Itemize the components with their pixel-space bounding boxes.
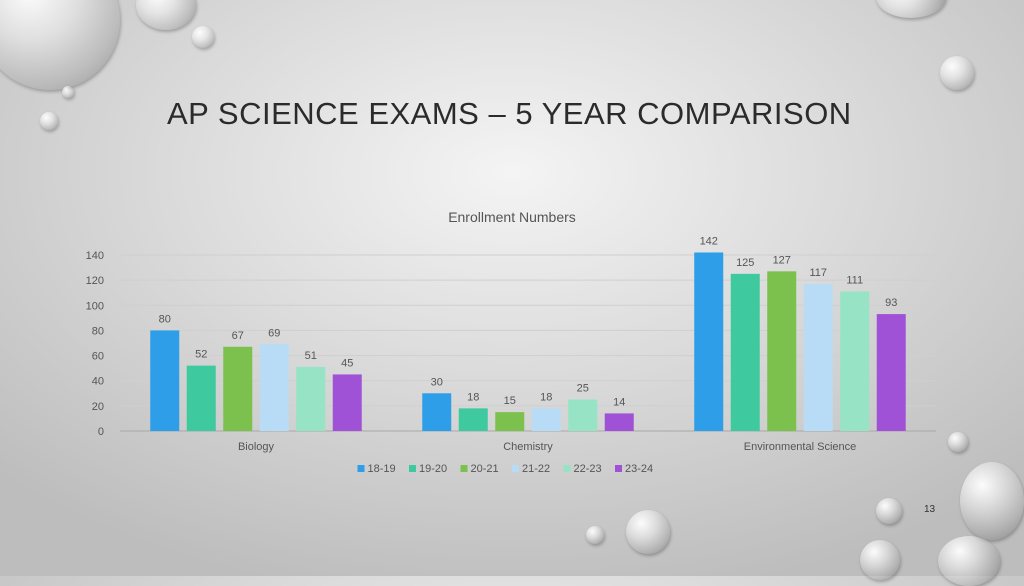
- bar: [568, 399, 598, 431]
- bar: [840, 291, 870, 431]
- bar: [458, 408, 488, 431]
- data-label: 51: [305, 350, 317, 362]
- legend-label: 20-21: [471, 463, 499, 475]
- chart-title: Enrollment Numbers: [448, 209, 576, 225]
- bar: [604, 413, 634, 431]
- data-label: 45: [341, 357, 353, 369]
- legend-swatch: [563, 465, 571, 472]
- bar: [495, 412, 525, 431]
- water-drop-decoration: [40, 112, 58, 130]
- data-label: 80: [159, 313, 171, 325]
- bar: [150, 330, 180, 431]
- legend-label: 18-19: [368, 463, 396, 475]
- x-axis: Biology Chemistry Environmental Science: [238, 441, 856, 453]
- y-tick-label: 140: [86, 250, 104, 262]
- legend-swatch: [409, 465, 416, 472]
- x-category-label: Environmental Science: [744, 441, 857, 453]
- water-drop-decoration: [876, 498, 902, 524]
- data-label: 127: [773, 254, 791, 266]
- bar: [422, 393, 452, 431]
- bar: [332, 374, 362, 431]
- data-label: 18: [540, 391, 552, 403]
- data-label: 14: [613, 396, 625, 408]
- data-label: 142: [700, 235, 718, 247]
- gridlines: [120, 254, 936, 432]
- water-drop-decoration: [192, 26, 214, 48]
- water-drop-decoration: [62, 86, 74, 98]
- bar: [694, 252, 724, 431]
- data-label: 111: [846, 274, 863, 286]
- bar: [186, 365, 216, 431]
- data-label: 125: [736, 257, 754, 269]
- water-drop-decoration: [960, 462, 1024, 540]
- water-drop-decoration: [876, 0, 946, 18]
- bar: [296, 366, 326, 431]
- y-tick-label: 60: [92, 351, 104, 363]
- y-tick-label: 40: [92, 376, 104, 388]
- data-label: 18: [467, 391, 479, 403]
- legend-swatch: [512, 465, 519, 472]
- y-tick-label: 100: [86, 300, 104, 312]
- legend-label: 23-24: [625, 463, 653, 475]
- data-label: 69: [268, 327, 280, 339]
- water-drop-decoration: [626, 510, 670, 554]
- data-label: 67: [232, 330, 244, 342]
- bar: [259, 344, 289, 431]
- bar: [803, 283, 833, 431]
- data-labels: 80 52 67 69 51 45 30 18 15 18 25 14 142 125 127 117 111 9…: [159, 235, 898, 408]
- bar: [876, 314, 906, 431]
- water-drop-decoration: [860, 540, 900, 580]
- x-category-label: Chemistry: [503, 441, 553, 453]
- legend-swatch: [460, 465, 468, 472]
- y-tick-label: 0: [98, 426, 104, 438]
- bar: [730, 273, 760, 431]
- data-label: 93: [885, 297, 897, 309]
- bar-series: [150, 252, 906, 431]
- y-tick-label: 20: [92, 401, 104, 413]
- bar: [767, 271, 797, 431]
- bar: [223, 346, 253, 431]
- legend-label: 21-22: [522, 463, 550, 475]
- y-tick-label: 120: [86, 275, 104, 287]
- bar: [531, 408, 561, 431]
- legend: 18-19 19-20 20-21 21-22 22-23 23-24: [357, 463, 653, 475]
- legend-swatch: [357, 465, 365, 472]
- x-category-label: Biology: [238, 441, 275, 453]
- water-drop-decoration: [586, 526, 604, 544]
- data-label: 30: [431, 376, 443, 388]
- data-label: 25: [577, 383, 589, 395]
- legend-swatch: [615, 465, 622, 472]
- data-label: 15: [504, 395, 516, 407]
- legend-label: 19-20: [419, 463, 447, 475]
- y-axis: 0 20 40 60 80 100 120 140: [86, 250, 104, 438]
- legend-label: 22-23: [574, 463, 602, 475]
- y-tick-label: 80: [92, 325, 104, 337]
- water-drop-decoration: [940, 56, 974, 90]
- page-number: 13: [924, 504, 936, 515]
- slide-title: AP SCIENCE EXAMS – 5 YEAR COMPARISON: [167, 96, 852, 131]
- water-drop-decoration: [948, 432, 968, 452]
- data-label: 117: [809, 267, 827, 279]
- data-label: 52: [195, 349, 207, 361]
